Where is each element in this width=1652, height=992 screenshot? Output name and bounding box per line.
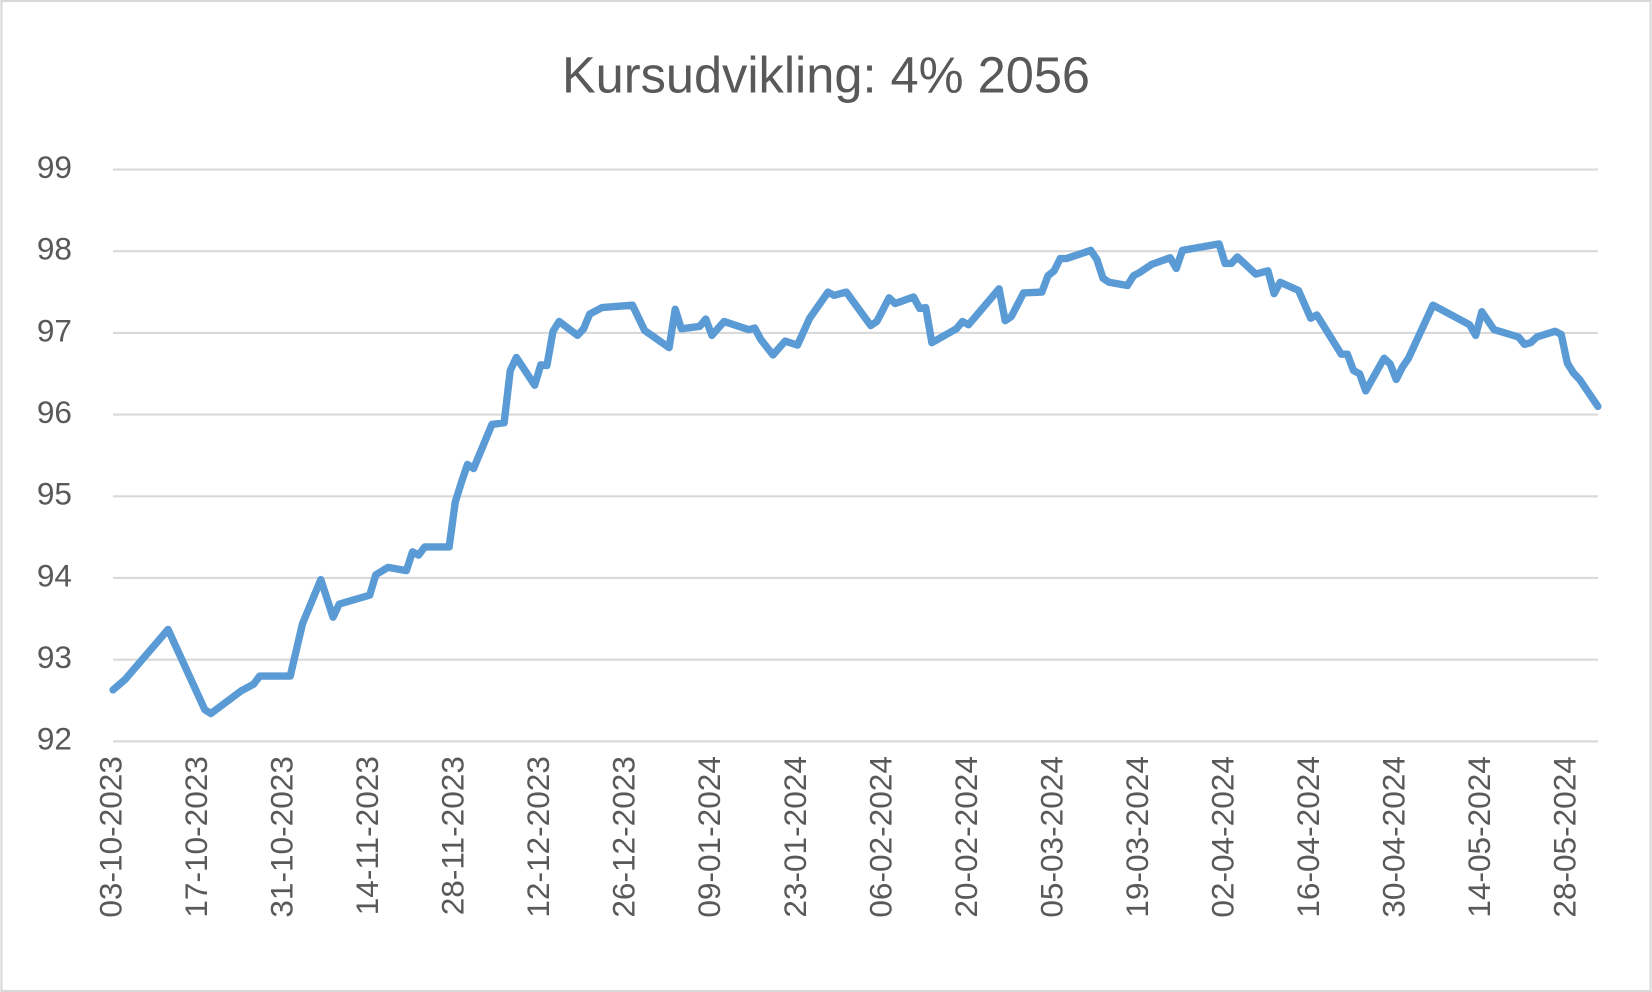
x-tick-label: 31-10-2023 xyxy=(264,756,300,918)
x-tick-label: 20-02-2024 xyxy=(948,756,984,918)
x-tick-label: 12-12-2023 xyxy=(520,756,556,918)
x-tick-label: 03-10-2023 xyxy=(92,756,128,918)
x-tick-label: 23-01-2024 xyxy=(777,756,813,918)
x-tick-label: 06-02-2024 xyxy=(862,756,898,918)
y-tick-label: 96 xyxy=(37,394,72,430)
y-tick-label: 94 xyxy=(37,557,72,593)
x-tick-label: 05-03-2024 xyxy=(1033,756,1069,918)
x-tick-label: 17-10-2023 xyxy=(178,756,214,918)
chart-title: Kursudvikling: 4% 2056 xyxy=(562,46,1090,103)
x-tick-label: 02-04-2024 xyxy=(1205,756,1241,918)
y-tick-label: 92 xyxy=(37,721,72,757)
x-tick-label: 16-04-2024 xyxy=(1290,756,1326,918)
y-tick-label: 99 xyxy=(37,149,72,185)
x-tick-label: 14-11-2023 xyxy=(349,756,385,915)
x-tick-label: 14-05-2024 xyxy=(1461,756,1497,918)
y-tick-label: 93 xyxy=(37,639,72,675)
x-tick-label: 28-11-2023 xyxy=(435,756,471,915)
y-tick-label: 97 xyxy=(37,312,72,348)
y-tick-label: 98 xyxy=(37,231,72,267)
x-tick-label: 26-12-2023 xyxy=(606,756,642,918)
price-line xyxy=(109,240,1602,718)
y-tick-label: 95 xyxy=(37,476,72,512)
x-tick-label: 09-01-2024 xyxy=(691,756,727,918)
x-tick-label: 28-05-2024 xyxy=(1547,756,1583,918)
x-tick-label: 19-03-2024 xyxy=(1119,756,1155,918)
x-tick-label: 30-04-2024 xyxy=(1376,756,1412,918)
